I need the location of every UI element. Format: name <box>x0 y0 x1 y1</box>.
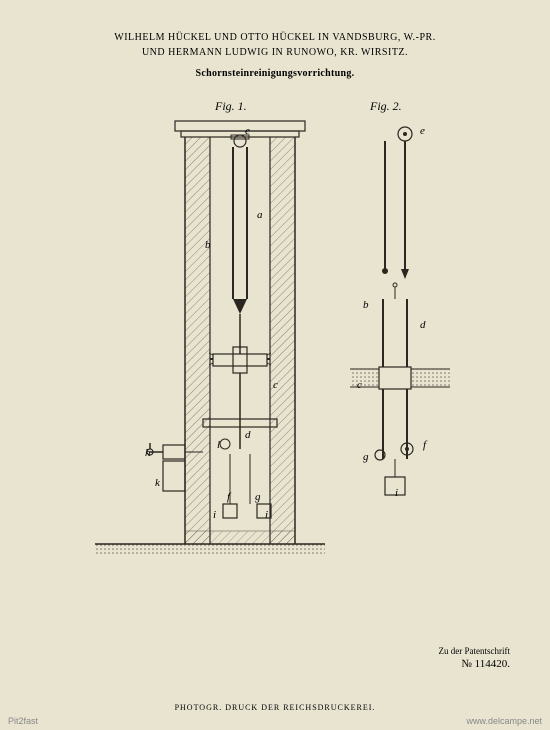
printer-line: PHOTOGR. DRUCK DER REICHSDRUCKEREI. <box>0 703 550 712</box>
label-h: h <box>145 447 151 459</box>
label-b1: b <box>205 239 211 251</box>
label-g2: g <box>363 451 369 463</box>
invention-title: Schornsteinreinigungsvorrichtung. <box>35 68 515 79</box>
inventor-2: OTTO HÜCKEL <box>240 32 315 43</box>
label-g1: g <box>255 491 261 503</box>
label-c2: c <box>357 379 362 391</box>
label-i2: i <box>265 509 268 521</box>
fig1-drawing <box>95 121 325 556</box>
label-f1: f <box>227 491 230 503</box>
label-f2: f <box>423 439 426 451</box>
label-l: l <box>217 439 220 451</box>
label-e1: e <box>245 125 250 137</box>
label-i1: i <box>213 509 216 521</box>
watermark-left: Pit2fast <box>8 716 38 726</box>
header-line-1: WILHELM HÜCKEL UND OTTO HÜCKEL IN VANDSB… <box>35 30 515 45</box>
inventor-1: WILHELM HÜCKEL <box>114 32 211 43</box>
label-a: a <box>257 209 263 221</box>
place-2: RUNOWO <box>286 47 334 58</box>
label-k: k <box>155 477 160 489</box>
fig2-drawing <box>350 127 450 495</box>
label-e2: e <box>420 125 425 137</box>
label-c1: c <box>273 379 278 391</box>
footer-right: Zu der Patentschrift № 114420. <box>439 646 510 670</box>
label-b2: b <box>363 299 369 311</box>
patent-drawing <box>35 99 515 619</box>
label-d2: d <box>420 319 426 331</box>
header-line-2: UND HERMANN LUDWIG IN RUNOWO, KR. WIRSIT… <box>35 45 515 60</box>
watermark-right: www.delcampe.net <box>466 716 542 726</box>
patent-caption: Zu der Patentschrift <box>439 646 510 656</box>
label-i3: i <box>395 487 398 499</box>
inventor-3: HERMANN LUDWIG <box>168 47 269 58</box>
header: WILHELM HÜCKEL UND OTTO HÜCKEL IN VANDSB… <box>35 30 515 60</box>
patent-number: № 114420. <box>439 658 510 670</box>
figures-area: Fig. 1. Fig. 2. <box>35 99 515 619</box>
patent-page: WILHELM HÜCKEL UND OTTO HÜCKEL IN VANDSB… <box>0 0 550 730</box>
label-d1: d <box>245 429 251 441</box>
place-1: VANDSBURG <box>332 32 397 43</box>
